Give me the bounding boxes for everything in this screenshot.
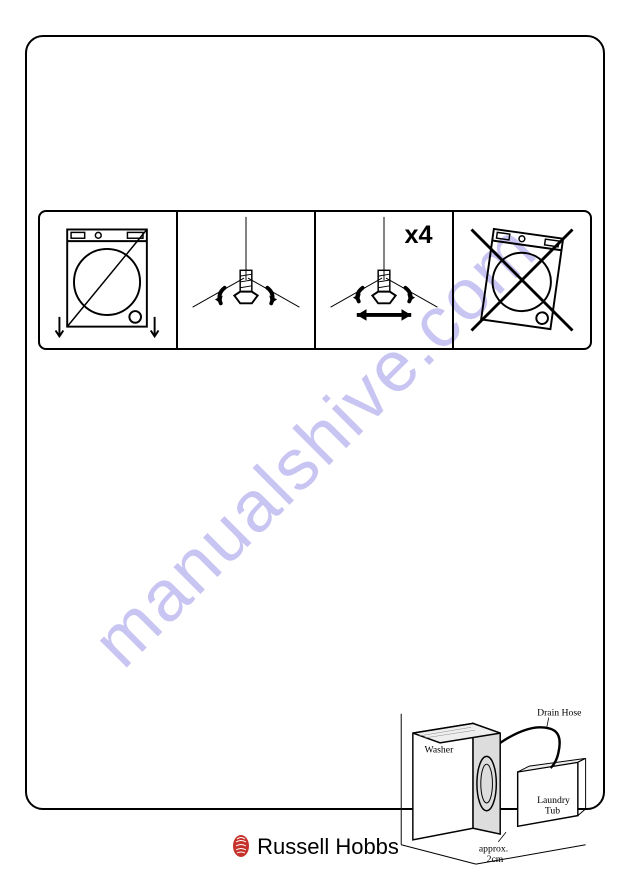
brand-icon <box>231 834 251 864</box>
label-drain-hose: Drain Hose <box>537 708 581 719</box>
panel-washer-level <box>40 212 178 348</box>
x4-label: x4 <box>404 221 432 249</box>
washer-level-svg <box>40 212 176 348</box>
foot-adjust-svg: x4 <box>316 212 452 348</box>
panel-washer-tilted-cross <box>454 212 590 348</box>
footer-brand: Russell Hobbs <box>0 834 630 864</box>
page-root: manualshive.com <box>0 0 630 894</box>
panel-foot-adjust-x4: x4 <box>316 212 454 348</box>
label-washer: Washer <box>425 745 455 756</box>
washer-cross-svg <box>454 212 590 348</box>
panel-foot-rotate <box>178 212 316 348</box>
page-frame <box>25 35 605 810</box>
foot-rotate-svg <box>178 212 314 348</box>
diagram-strip: x4 <box>38 210 592 350</box>
brand-text: Russell Hobbs <box>257 834 399 859</box>
